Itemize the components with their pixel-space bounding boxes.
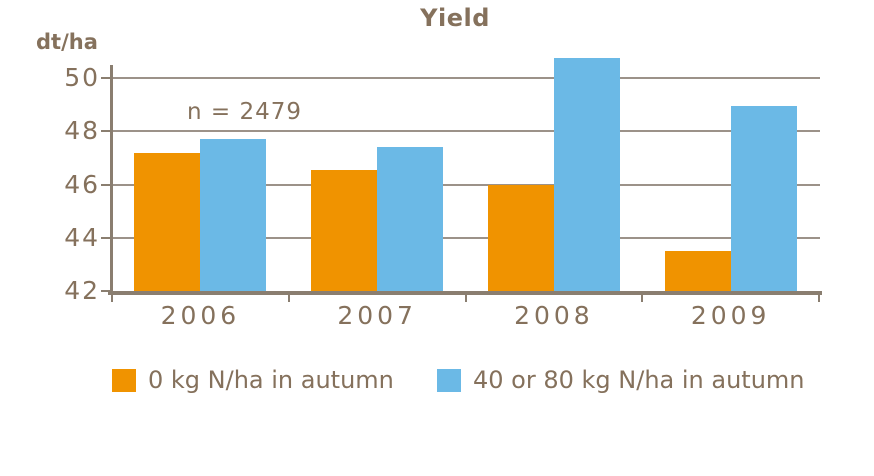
legend-label-0kg: 0 kg N/ha in autumn [148, 366, 394, 394]
legend-item-40-80kg: 40 or 80 kg N/ha in autumn [437, 366, 805, 394]
chart-title: Yield [420, 4, 490, 32]
bar-2006-40-80kg [200, 139, 267, 291]
gridline-46 [110, 183, 820, 186]
y-tick-50 [101, 77, 110, 80]
legend: 0 kg N/ha in autumn 40 or 80 kg N/ha in … [0, 366, 874, 396]
x-axis-label-2009: 2009 [690, 301, 771, 330]
y-tick-42 [101, 290, 110, 292]
y-tick-44 [101, 236, 110, 239]
x-axis-label-2007: 2007 [337, 301, 417, 330]
y-tick-label-50: 50 [64, 63, 100, 93]
legend-label-40-80kg: 40 or 80 kg N/ha in autumn [473, 366, 805, 394]
gridline-44 [110, 236, 820, 239]
x-axis-line [108, 291, 822, 295]
legend-item-0kg: 0 kg N/ha in autumn [112, 366, 394, 394]
bar-2006-0kg [134, 152, 201, 291]
x-axis-label-2008: 2008 [514, 301, 594, 330]
y-axis-line [110, 65, 113, 295]
x-tick-2 [464, 295, 467, 302]
legend-swatch-blue [437, 368, 461, 392]
y-tick-label-44: 44 [64, 222, 100, 252]
gridline-50 [110, 77, 820, 80]
x-tick-0 [111, 295, 113, 302]
x-tick-1 [287, 295, 290, 302]
bar-2008-40-80kg [553, 58, 620, 291]
bar-2007-40-80kg [377, 147, 444, 291]
bar-2009-0kg [664, 251, 731, 291]
bar-2008-0kg [487, 184, 554, 291]
y-tick-label-48: 48 [64, 116, 100, 146]
x-tick-4 [818, 295, 820, 302]
sample-size-annotation: n = 2479 [187, 99, 303, 125]
y-tick-46 [101, 183, 110, 186]
legend-swatch-orange [112, 368, 136, 392]
gridline-48 [110, 130, 820, 133]
x-tick-3 [641, 295, 644, 302]
bar-2007-0kg [311, 169, 378, 291]
y-tick-label-46: 46 [64, 169, 100, 199]
y-tick-48 [101, 130, 110, 133]
y-axis-unit-label: dt/ha [36, 30, 98, 54]
x-axis-label-2006: 2006 [160, 301, 241, 330]
y-tick-label-42: 42 [64, 276, 100, 305]
bar-2009-40-80kg [730, 106, 797, 291]
